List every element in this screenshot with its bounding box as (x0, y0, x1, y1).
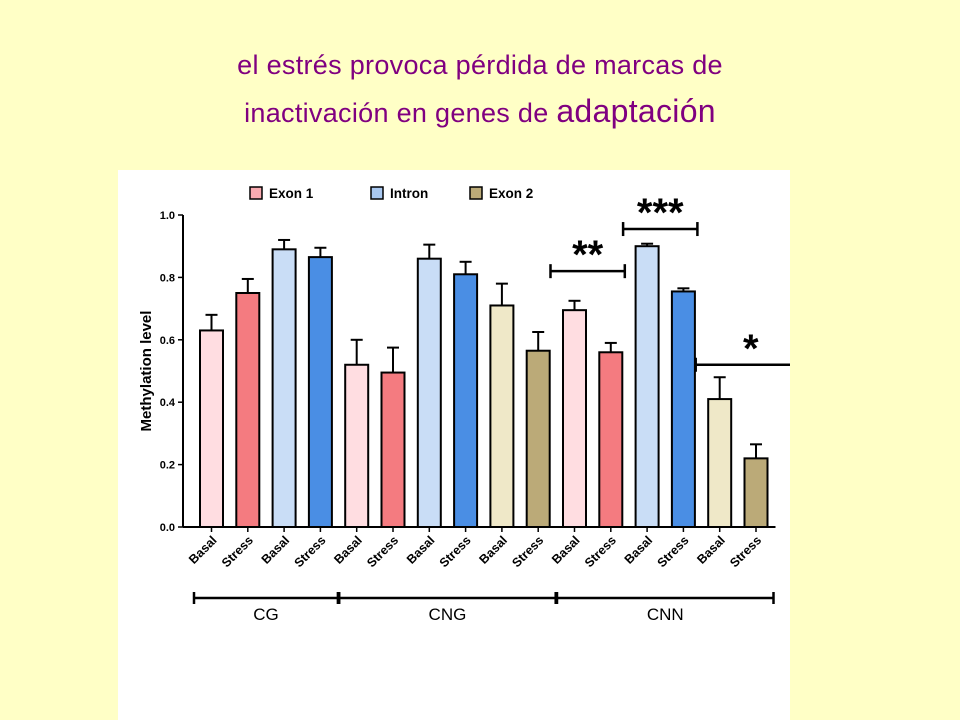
y-tick-label: 1.0 (160, 210, 175, 222)
bar-CNN-Exon2-Basal (707, 398, 733, 528)
significance-label: ** (572, 233, 604, 277)
bar-CNG-Intron-Stress (453, 273, 479, 528)
significance-label: * (743, 327, 759, 371)
category-label: Stress (727, 533, 764, 570)
bar-CNG-Exon2-Basal (489, 304, 515, 528)
group-label-cng: CNG (429, 605, 467, 624)
category-label: Basal (404, 533, 437, 566)
bar-CNG-Intron-Basal (416, 257, 442, 529)
y-tick-label: 0.0 (160, 522, 175, 534)
category-label: Basal (331, 533, 364, 566)
category-label: Basal (694, 533, 727, 566)
category-label: Basal (549, 533, 582, 566)
category-label: Stress (582, 533, 619, 570)
legend-label: Intron (390, 186, 428, 201)
bar-CNG-Exon1-Basal (344, 363, 370, 528)
legend-swatch-exon1 (249, 186, 263, 200)
category-label: Stress (219, 533, 256, 570)
y-tick-label: 0.4 (160, 397, 176, 409)
bar-CNG-Exon1-Stress (380, 371, 406, 528)
significance-label: *** (637, 191, 684, 235)
category-label: Stress (364, 533, 401, 570)
title-line-2-text: inactivación en genes de (244, 98, 549, 128)
bar-CNN-Intron-Stress (670, 290, 696, 528)
category-label: Basal (186, 533, 219, 566)
category-label: Stress (509, 533, 546, 570)
category-label: Basal (477, 533, 510, 566)
group-label-cnn: CNN (647, 605, 684, 624)
legend-swatch-intron (370, 186, 384, 200)
y-tick-label: 0.8 (160, 272, 175, 284)
legend-swatch-exon2 (469, 186, 483, 200)
category-label: Basal (259, 533, 292, 566)
bar-CG-Exon1-Stress (235, 292, 261, 528)
category-label: Stress (437, 533, 474, 570)
bar-CNG-Exon2-Stress (525, 349, 551, 528)
category-label: Stress (655, 533, 692, 570)
bar-CG-Intron-Stress (307, 256, 333, 529)
y-axis-label: Methylation level (138, 311, 155, 432)
y-tick-label: 0.2 (160, 460, 175, 472)
legend-label: Exon 2 (489, 186, 533, 201)
category-label: Stress (292, 533, 329, 570)
slide-title: el estrés provoca pérdida de marcas de i… (80, 42, 880, 136)
bar-CNN-Intron-Basal (634, 245, 660, 528)
group-label-cg: CG (253, 605, 279, 624)
bar-CG-Intron-Basal (271, 248, 297, 528)
category-label: Basal (622, 533, 655, 566)
bar-CNN-Exon1-Basal (562, 309, 587, 528)
chart-panel: 0.0 0.2 0.4 0.6 0.8 1.0 Methylation level Basal… (118, 170, 790, 720)
title-line-2: inactivación en genes de adaptación (80, 88, 880, 136)
legend-label: Exon 1 (269, 186, 314, 201)
bar-chart: 0.0 0.2 0.4 0.6 0.8 1.0 Methylation level Basal… (138, 186, 790, 624)
bar-CG-Exon1-Basal (199, 329, 224, 528)
y-tick-label: 0.6 (160, 335, 175, 347)
title-line-1: el estrés provoca pérdida de marcas de (237, 50, 723, 80)
bar-CNN-Exon2-Stress (743, 457, 769, 528)
title-emphasis: adaptación (556, 93, 716, 129)
bar-CNN-Exon1-Stress (598, 351, 624, 528)
